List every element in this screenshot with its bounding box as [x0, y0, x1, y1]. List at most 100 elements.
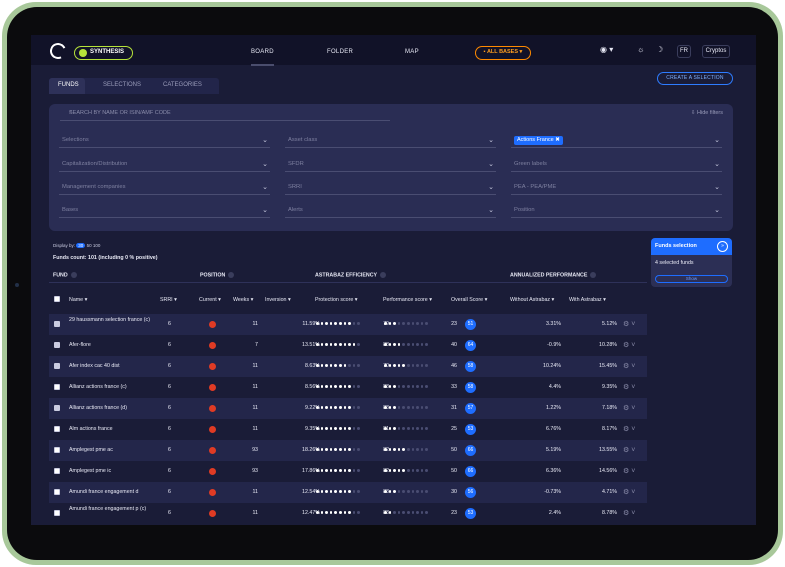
fund-name[interactable]: Allianz actions france (c) — [69, 384, 127, 390]
fund-name[interactable]: Afer-flore — [69, 342, 91, 348]
select-all-checkbox[interactable] — [54, 296, 60, 302]
display-100[interactable]: 100 — [92, 243, 101, 248]
col-current[interactable]: Current ▾ — [199, 297, 221, 303]
gear-icon[interactable]: ⚙ ˅ — [623, 468, 636, 475]
light-mode-icon[interactable]: ☼ — [637, 45, 645, 54]
management-select[interactable]: Management companies ⌄ — [59, 181, 270, 195]
table-row[interactable]: Amplegest pme ac 6 93 18.26% 82 50 66 5.19% 13.5… — [49, 440, 647, 461]
gear-icon[interactable]: ⚙ ˅ — [623, 384, 636, 391]
overall-score-badge: 58 — [465, 382, 476, 393]
asset-class-select[interactable]: Asset class ⌄ — [285, 134, 496, 148]
display-50[interactable]: 50 — [86, 243, 92, 248]
table-row[interactable]: Amplegest pme ic 6 93 17.86% 82 50 66 6.36% 14.5… — [49, 461, 647, 482]
green-labels-select[interactable]: Green labels ⌄ — [511, 158, 722, 172]
selected-filter-select[interactable]: Actions France ✖ ⌄ — [511, 134, 722, 148]
table-row[interactable]: Amundi france engagement d 6 11 12.54% 83 30 5… — [49, 482, 647, 503]
gear-icon[interactable]: ⚙ ˅ — [623, 321, 636, 328]
display-30[interactable]: 30 — [76, 243, 86, 248]
col-protection[interactable]: Protection score ▾ — [315, 297, 358, 303]
dark-mode-icon[interactable]: ☽ — [656, 45, 664, 54]
fund-name[interactable]: Amundi france engagement d — [69, 489, 139, 495]
col-inversion[interactable]: Inversion ▾ — [265, 297, 291, 303]
close-icon[interactable]: ✖ — [555, 137, 560, 143]
open-selection-icon[interactable]: » — [717, 241, 728, 252]
row-checkbox[interactable] — [54, 468, 60, 474]
nav-map[interactable]: MAP — [405, 49, 419, 55]
cryptos-button[interactable]: Cryptos — [702, 45, 730, 58]
col-weeks[interactable]: Weeks ▾ — [233, 297, 254, 303]
sfdr-select[interactable]: SFDR ⌄ — [285, 158, 496, 172]
fund-name[interactable]: 29 haussmann selection france (c) — [69, 317, 150, 323]
table-row[interactable]: 29 haussmann selection france (c) 6 11 11.5… — [49, 314, 647, 335]
tab-funds[interactable]: FUNDS — [58, 82, 79, 88]
inversion-value: 17.86% — [302, 468, 320, 474]
col-overall[interactable]: Overall Score ▾ — [451, 297, 488, 303]
pea-select[interactable]: PEA - PEA/PME ⌄ — [511, 181, 722, 195]
table-row[interactable]: Allianz actions france (c) 6 11 8.56% 83 33 58… — [49, 377, 647, 398]
astrabaz-logo[interactable] — [47, 40, 69, 62]
user-avatar-icon[interactable]: ◉ ▾ — [600, 45, 614, 54]
gear-icon[interactable]: ⚙ ˅ — [623, 405, 636, 412]
capitalization-select[interactable]: Capitalization/Distribution ⌄ — [59, 158, 270, 172]
gear-icon[interactable]: ⚙ ˅ — [623, 489, 636, 496]
srri-select[interactable]: SRRI ⌄ — [285, 181, 496, 195]
language-button[interactable]: FR — [677, 45, 691, 58]
gear-icon[interactable]: ⚙ ˅ — [623, 363, 636, 370]
position-select[interactable]: Position ⌄ — [511, 204, 722, 218]
fund-name[interactable]: Afer index cac 40 dist — [69, 363, 120, 369]
overall-score-badge: 51 — [465, 319, 476, 330]
row-checkbox[interactable] — [54, 384, 60, 390]
help-icon[interactable] — [380, 272, 387, 278]
row-checkbox[interactable] — [54, 363, 60, 369]
show-selection-button[interactable]: Show — [655, 275, 728, 283]
hide-filters-button[interactable]: ⇩ Hide filters — [690, 110, 723, 116]
row-checkbox[interactable] — [54, 426, 60, 432]
alerts-select[interactable]: Alerts ⌄ — [285, 204, 496, 218]
table-row[interactable]: Afer-flore 6 7 13.51% 88 40 64 -0.9% 10.28% ⚙ ˅ — [49, 335, 647, 356]
table-row[interactable]: Afer index cac 40 dist 6 11 8.63% 70 46 58 10.2… — [49, 356, 647, 377]
create-selection-button[interactable]: CREATE A SELECTION — [657, 72, 733, 85]
gear-icon[interactable]: ⚙ ˅ — [623, 426, 636, 433]
gear-icon[interactable]: ⚙ ˅ — [623, 510, 636, 517]
selections-select[interactable]: Selections ⌄ — [59, 134, 270, 148]
row-checkbox[interactable] — [54, 489, 60, 495]
row-checkbox[interactable] — [54, 510, 60, 516]
protection-value: 81 — [377, 426, 389, 432]
table-row[interactable]: Alm actions france 6 11 9.35% 81 25 53 6.76% 8.1… — [49, 419, 647, 440]
all-bases-dropdown[interactable]: ▪ ALL BASES ▾ — [475, 46, 531, 60]
row-checkbox[interactable] — [54, 405, 60, 411]
synthesis-button[interactable]: SYNTHESIS — [74, 46, 133, 60]
row-checkbox[interactable] — [54, 447, 60, 453]
fund-name[interactable]: Amundi france engagement p (c) — [69, 506, 147, 512]
fund-name[interactable]: Allianz actions france (d) — [69, 405, 127, 411]
fund-name[interactable]: Amplegest pme ic — [69, 468, 112, 474]
protection-value: 83 — [377, 405, 389, 411]
tab-categories[interactable]: CATEGORIES — [163, 82, 202, 88]
fund-name[interactable]: Alm actions france — [69, 426, 113, 432]
col-srri[interactable]: SRRI ▾ — [160, 297, 177, 303]
srri-value: 6 — [168, 426, 171, 432]
table-row[interactable]: Amundi france engagement p (c) 6 11 12.47% 8… — [49, 503, 647, 524]
help-icon[interactable] — [228, 272, 235, 278]
search-input[interactable]: ⌕ SEARCH BY NAME OR ISIN/AMF CODE — [60, 109, 390, 121]
tab-selections[interactable]: SELECTIONS — [103, 82, 142, 88]
bases-select[interactable]: Bases ⌄ — [59, 204, 270, 218]
col-name[interactable]: Name ▾ — [69, 297, 88, 303]
row-checkbox[interactable] — [54, 342, 60, 348]
srri-value: 6 — [168, 447, 171, 453]
help-icon[interactable] — [590, 272, 597, 278]
nav-board[interactable]: BOARD — [251, 49, 274, 66]
protection-value: 82 — [377, 468, 389, 474]
gear-icon[interactable]: ⚙ ˅ — [623, 447, 636, 454]
col-with[interactable]: With Astrabaz ▾ — [569, 297, 606, 303]
nav-folder[interactable]: FOLDER — [327, 49, 354, 55]
without-astrabaz-value: 1.22% — [545, 405, 561, 411]
table-row[interactable]: Allianz actions france (d) 6 11 9.22% 83 31 57… — [49, 398, 647, 419]
col-performance[interactable]: Performance score ▾ — [383, 297, 432, 303]
col-without[interactable]: Without Astrabaz ▾ — [510, 297, 555, 303]
fund-name[interactable]: Amplegest pme ac — [69, 447, 113, 453]
help-icon[interactable] — [70, 272, 77, 278]
row-checkbox[interactable] — [54, 321, 60, 327]
gear-icon[interactable]: ⚙ ˅ — [623, 342, 636, 349]
actions-france-chip[interactable]: Actions France ✖ — [514, 136, 563, 145]
